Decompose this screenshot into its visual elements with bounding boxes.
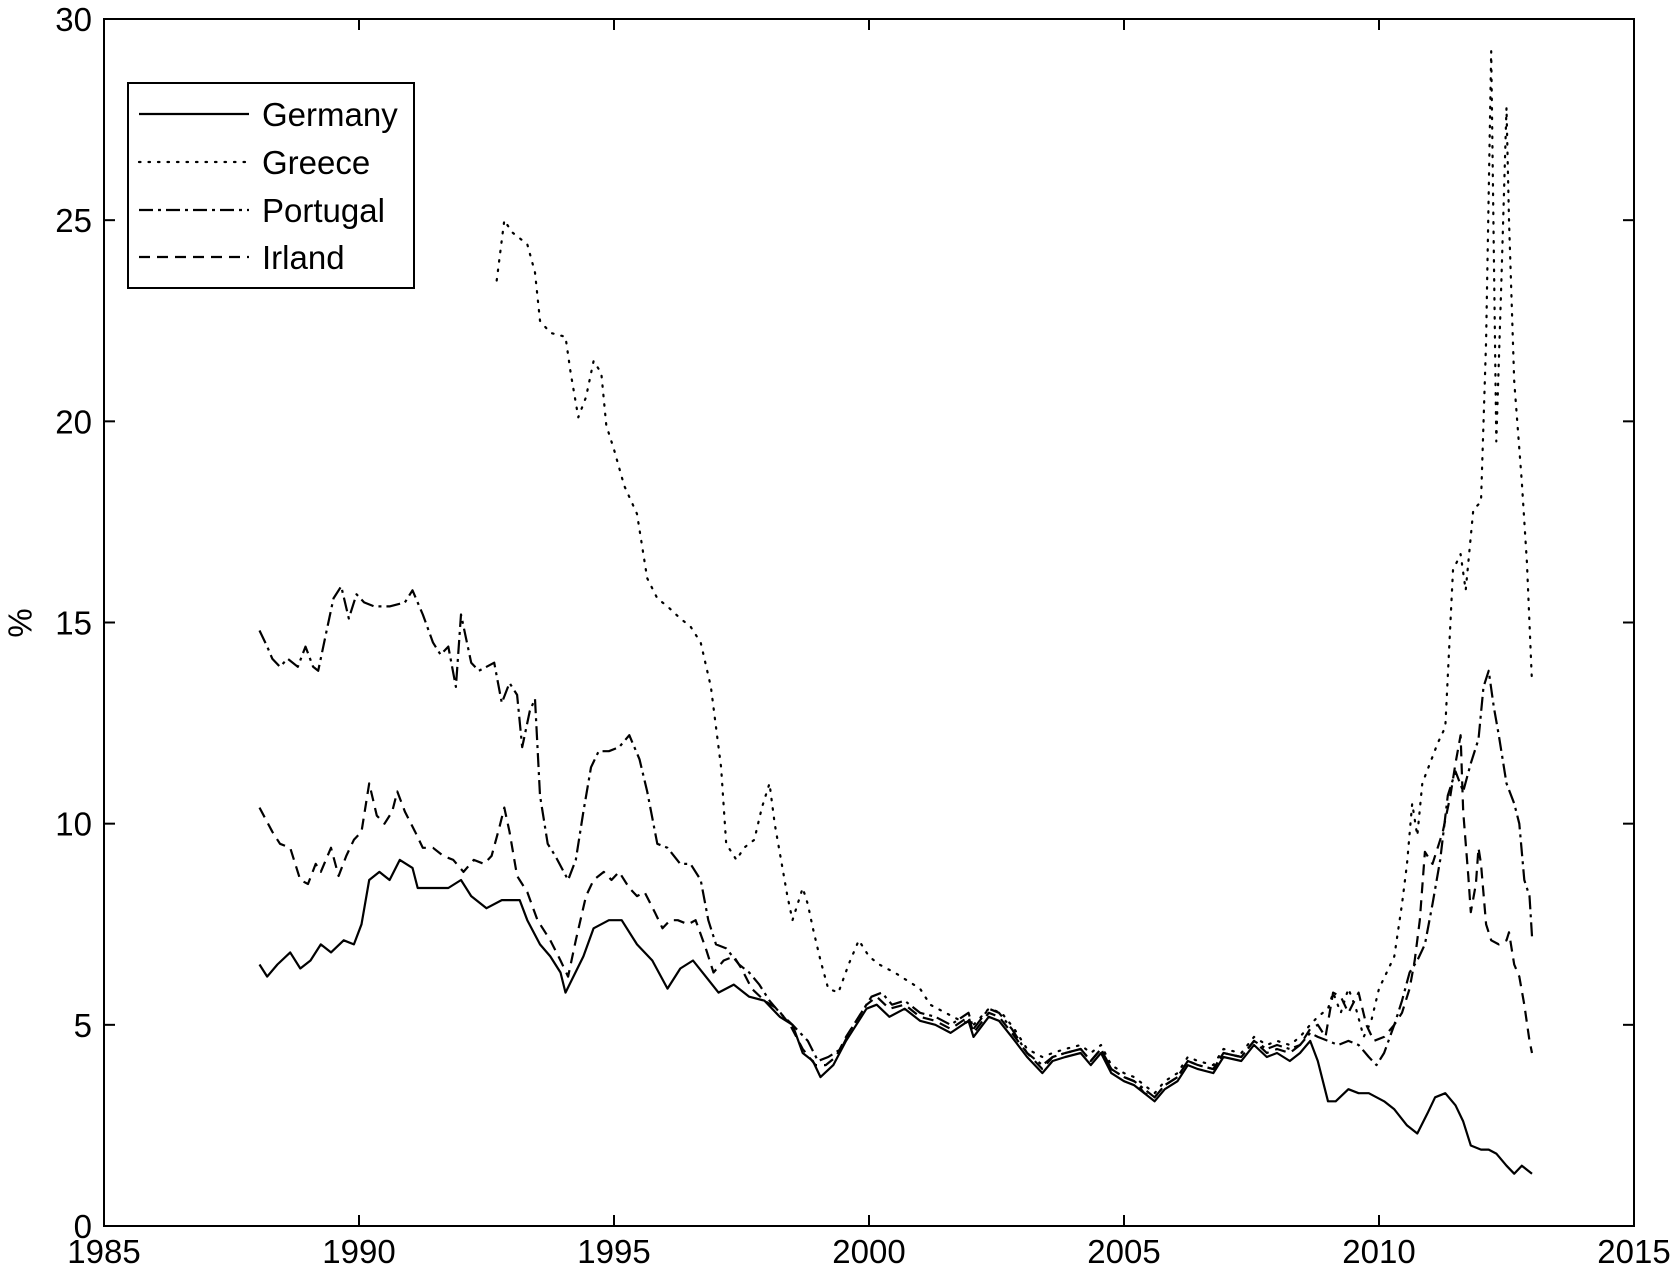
legend-label: Greece	[262, 144, 370, 181]
legend-entry: Portugal	[139, 192, 385, 229]
y-tick-label: 25	[55, 202, 92, 239]
y-tick-label: 15	[55, 605, 92, 642]
legend-entry: Irland	[139, 239, 345, 276]
x-tick-label: 2000	[832, 1233, 905, 1270]
y-axis-label: %	[2, 608, 39, 637]
x-tick-label: 1990	[322, 1233, 395, 1270]
y-tick-label: 0	[74, 1208, 92, 1245]
y-tick-label: 30	[55, 1, 92, 38]
legend-label: Germany	[262, 96, 398, 133]
series-line-germany	[258, 858, 1533, 1175]
legend: Germany Greece Portugal Irland	[127, 82, 415, 289]
x-tick-label: 2010	[1342, 1233, 1415, 1270]
legend-box	[127, 82, 415, 289]
x-tick-label: 2005	[1087, 1233, 1160, 1270]
legend-label: Irland	[262, 239, 345, 276]
y-axis-tick-labels: 0 5 10 15 20 25 30	[55, 1, 92, 1245]
y-tick-label: 5	[74, 1007, 92, 1044]
legend-entry: Germany	[139, 96, 398, 133]
y-tick-label: 20	[55, 403, 92, 440]
series-layer	[258, 50, 1534, 1175]
x-tick-label: 1985	[67, 1233, 140, 1270]
y-tick-label: 10	[55, 806, 92, 843]
x-tick-label: 1995	[577, 1233, 650, 1270]
series-line-portugal	[258, 585, 1534, 1099]
x-axis-tick-labels: 1985 1990 1995 2000 2005 2010 2015	[67, 1233, 1670, 1270]
legend-entry: Greece	[137, 144, 370, 181]
series-line-irland	[258, 734, 1534, 1099]
x-tick-label: 2015	[1597, 1233, 1670, 1270]
legend-label: Portugal	[262, 192, 385, 229]
tick-marks	[103, 18, 1635, 1227]
